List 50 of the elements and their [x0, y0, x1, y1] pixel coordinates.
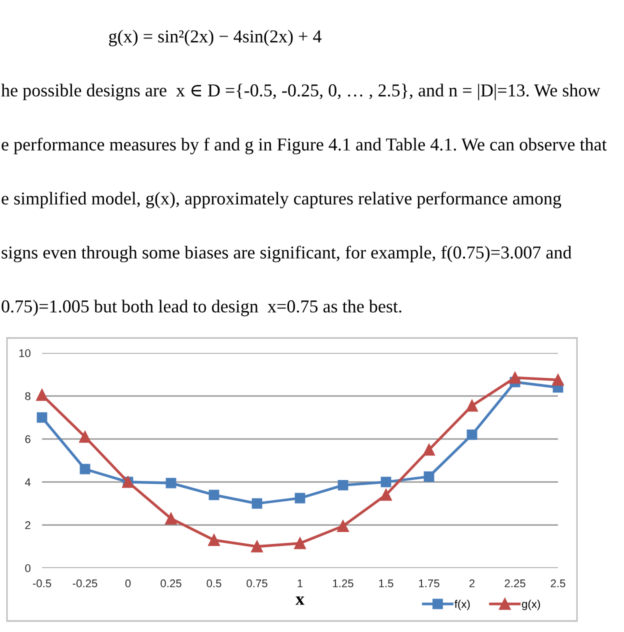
x-tick-label: -0.25 [72, 579, 98, 588]
point [79, 430, 91, 443]
point [380, 488, 392, 501]
point [424, 471, 434, 482]
x-tick-label: 2 [469, 579, 475, 588]
x-tick-label: -0.5 [32, 579, 52, 588]
y-tick-label: 2 [25, 521, 30, 530]
legend-label: f(x) [454, 600, 470, 610]
point [423, 444, 435, 456]
text: he possible designs are x ∈ D ={-0.5, -0.25, 0, … , 2.5}, and n = |D|=13. We show [1, 84, 600, 100]
x-tick-label: 1.5 [379, 580, 394, 588]
x-tick-label: 1.25 [333, 579, 354, 588]
text: g(x) = sin²(2x) − 4sin(2x) + 4 [109, 30, 322, 46]
x-tick-label: 0.5 [206, 579, 222, 588]
x-tick-label: 2.25 [504, 579, 526, 588]
point [466, 429, 478, 440]
point [251, 540, 263, 552]
point [338, 480, 348, 490]
point [466, 400, 478, 412]
x-tick-label: 1 [298, 580, 303, 588]
x-tick-label: 2.5 [550, 579, 566, 588]
y-tick-label: 8 [25, 392, 30, 400]
x-tick-label: 0 [125, 579, 131, 588]
text: signs even through some biases are significant, for example, f(0.75)=3.007 and [2, 246, 572, 262]
point [294, 537, 306, 550]
point [80, 464, 90, 474]
point [208, 534, 220, 546]
point [294, 492, 306, 504]
point [252, 498, 262, 509]
y-tick-label: 6 [25, 435, 30, 444]
x-tick-label: 0.25 [160, 579, 182, 588]
point [509, 372, 521, 384]
point [36, 412, 48, 423]
point [552, 374, 564, 386]
legend-label: g(x) [522, 600, 540, 610]
y-tick-label: 4 [24, 478, 31, 486]
y-tick-label: 10 [19, 349, 30, 358]
text: e performance measures by f and g in Figure 4.1 and Table 4.1. We can observe that [2, 138, 607, 154]
x-tick-label: 1.75 [419, 580, 440, 588]
point [208, 490, 220, 500]
point [380, 476, 392, 488]
x-tick-label: 0.75 [246, 579, 268, 588]
text: 0.75)=1.005 but both lead to design x=0.75 as the best. [2, 300, 402, 316]
point [166, 478, 176, 488]
point [165, 512, 177, 524]
point [337, 520, 349, 532]
text: e simplified model, g(x), approximately captures relative performance among [2, 192, 562, 208]
x-axis-title: x [296, 596, 304, 605]
y-tick-label: 0 [25, 564, 30, 572]
point [36, 389, 48, 401]
